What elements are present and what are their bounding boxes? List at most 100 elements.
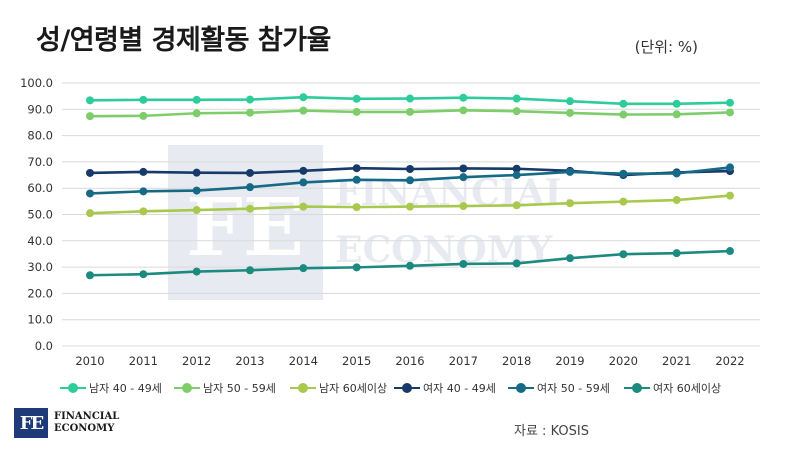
data-point [139,187,148,196]
y-tick-label: 90.0 [27,102,53,116]
x-tick-label: 2018 [502,354,531,368]
series-3 [86,191,734,218]
data-point [459,93,468,102]
data-point [512,201,521,210]
data-point [86,189,94,198]
data-point [139,111,148,120]
legend-swatch [394,382,420,394]
data-point [246,108,254,117]
legend-item: 여자 60세이상 [624,380,721,396]
data-point [246,266,254,275]
x-tick-label: 2012 [182,354,211,368]
data-point [619,197,628,206]
data-point [139,95,148,104]
data-point [192,186,201,195]
data-point [406,176,414,185]
x-tick-label: 2014 [289,354,318,368]
logo-mark: FE [14,408,48,438]
data-point [672,110,681,119]
data-point [299,166,308,175]
y-tick-label: 60.0 [27,181,53,195]
data-point [246,204,254,213]
data-point [566,97,574,106]
data-point [619,169,628,178]
logo-line-1: FINANCIAL [54,411,120,422]
data-point [139,207,148,216]
data-point [86,96,94,105]
data-point [459,202,468,211]
data-point [619,99,628,108]
data-point [512,164,521,173]
data-point [352,164,361,173]
x-tick-label: 2020 [609,354,638,368]
data-point [726,98,734,107]
data-point [406,94,414,103]
legend-swatch [60,382,86,394]
legend-item: 여자 40 - 49세 [394,380,496,396]
grid [62,82,760,347]
x-tick-label: 2011 [129,354,158,368]
legend-item: 남자 40 - 49세 [60,380,162,396]
legend-item: 여자 50 - 59세 [508,380,610,396]
data-point [86,168,94,177]
y-tick-label: 10.0 [27,313,53,327]
data-point [619,110,628,119]
data-point [566,167,574,176]
data-point [246,168,254,177]
data-point [86,209,94,218]
data-point [299,264,308,273]
legend-label: 여자 60세이상 [653,382,722,395]
x-tick-label: 2021 [662,354,691,368]
legend-swatch [290,382,316,394]
series-1 [86,93,734,108]
data-point [352,107,361,116]
legend-label: 남자 50 - 59세 [203,382,276,395]
logo-text: FINANCIAL ECONOMY [54,411,119,435]
data-point [619,250,628,259]
x-tick-label: 2015 [342,354,371,368]
data-point [726,108,734,117]
logo: FE FINANCIAL ECONOMY [14,408,119,438]
data-point [566,199,574,208]
data-point [192,168,201,177]
data-point [406,165,414,174]
data-point [299,202,308,211]
data-point [406,261,414,270]
data-point [512,94,521,103]
data-point [192,95,201,104]
chart-title: 성/연령별 경제활동 참가율 [36,25,331,56]
series-6 [86,247,734,280]
series-5 [86,163,734,198]
data-point [299,93,308,102]
data-point [406,202,414,211]
source-label: 자료 : KOSIS [514,424,589,439]
x-tick-label: 2016 [395,354,424,368]
data-point [726,247,734,256]
legend-swatch [174,382,200,394]
data-point [192,267,201,276]
y-tick-label: 40.0 [27,234,53,248]
data-point [246,95,254,104]
data-point [566,108,574,117]
x-tick-label: 2022 [715,354,744,368]
legend-label: 남자 60세이상 [319,382,388,395]
series-group [86,93,734,280]
data-point [192,109,201,118]
y-tick-label: 0.0 [35,339,53,353]
legend: 남자 40 - 49세 남자 50 - 59세 남자 60세이상 여자 40 - 49… [22,380,800,400]
legend-label: 남자 40 - 49세 [89,382,162,395]
x-tick-label: 2017 [449,354,478,368]
data-point [352,203,361,212]
data-point [86,112,94,121]
legend-label: 여자 40 - 49세 [423,382,496,395]
logo-line-2: ECONOMY [54,423,115,434]
data-point [512,107,521,116]
data-point [672,99,681,108]
data-point [299,178,308,187]
data-point [512,171,521,180]
y-tick-label: 100.0 [20,76,53,90]
y-tick-label: 80.0 [27,129,53,143]
data-point [192,206,201,215]
y-tick-label: 30.0 [27,260,53,274]
data-point [459,106,468,115]
